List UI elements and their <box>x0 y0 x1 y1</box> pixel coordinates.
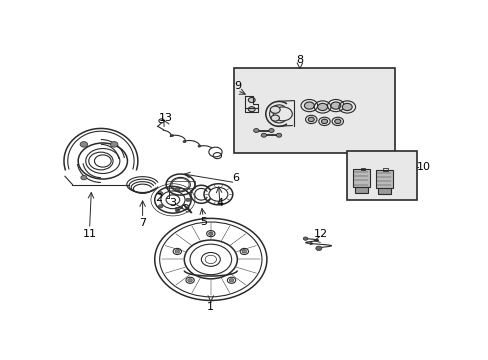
Circle shape <box>303 237 307 240</box>
Text: 4: 4 <box>216 198 224 208</box>
Circle shape <box>158 205 163 208</box>
Bar <box>354 187 367 193</box>
Circle shape <box>229 279 233 282</box>
Circle shape <box>276 133 281 137</box>
Text: 11: 11 <box>82 229 96 239</box>
Circle shape <box>198 145 201 147</box>
Text: 9: 9 <box>233 81 241 91</box>
Circle shape <box>330 102 340 109</box>
Bar <box>383 168 387 171</box>
Text: 12: 12 <box>313 229 327 239</box>
Text: 1: 1 <box>207 302 214 312</box>
Circle shape <box>158 192 163 195</box>
Circle shape <box>253 129 259 132</box>
Circle shape <box>175 188 180 191</box>
Bar <box>166 181 195 188</box>
Bar <box>375 170 392 188</box>
Circle shape <box>261 133 266 137</box>
Text: 10: 10 <box>416 162 430 172</box>
Circle shape <box>175 250 179 253</box>
Circle shape <box>110 141 118 147</box>
Circle shape <box>81 175 87 180</box>
Circle shape <box>270 115 279 121</box>
Bar <box>377 188 390 194</box>
Circle shape <box>170 134 173 137</box>
Bar <box>360 168 365 170</box>
Text: 6: 6 <box>231 173 239 183</box>
Circle shape <box>183 140 185 143</box>
Text: 2: 2 <box>155 193 162 203</box>
Bar <box>352 169 369 187</box>
Text: 13: 13 <box>158 113 172 123</box>
Bar <box>233 68 394 153</box>
Circle shape <box>268 129 274 132</box>
Circle shape <box>317 103 327 111</box>
Circle shape <box>334 119 340 123</box>
Text: 7: 7 <box>139 219 146 228</box>
Circle shape <box>248 98 255 103</box>
Circle shape <box>309 242 312 245</box>
Circle shape <box>304 102 314 109</box>
Circle shape <box>80 141 87 147</box>
Circle shape <box>175 209 180 212</box>
Circle shape <box>270 106 280 113</box>
Circle shape <box>315 246 321 251</box>
Circle shape <box>321 119 327 123</box>
Text: 3: 3 <box>169 198 176 208</box>
Circle shape <box>187 279 192 282</box>
Circle shape <box>307 117 314 122</box>
Circle shape <box>242 250 246 253</box>
Circle shape <box>208 232 213 235</box>
Circle shape <box>185 198 190 202</box>
Circle shape <box>248 107 255 112</box>
Text: 5: 5 <box>199 217 206 227</box>
Bar <box>346 151 417 200</box>
Circle shape <box>342 103 351 111</box>
Text: 8: 8 <box>296 55 303 66</box>
